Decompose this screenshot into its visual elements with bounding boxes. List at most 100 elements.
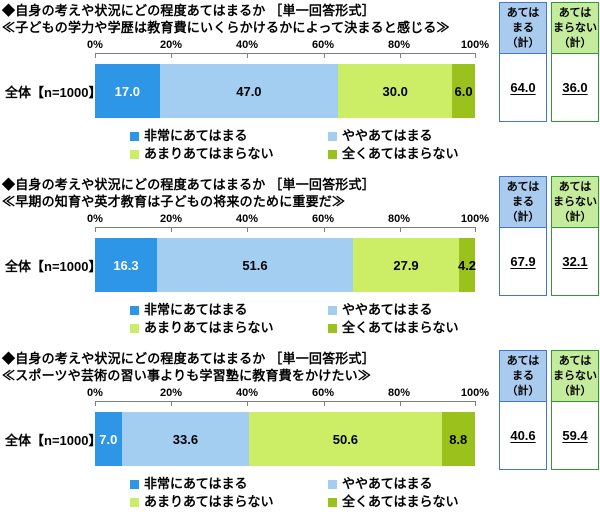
legend-swatch-icon (130, 131, 139, 141)
legend-item-somewhat-applicable: ややあてはまる (328, 476, 494, 492)
survey-chart-block-2: ◆自身の考えや状況にどの程度あてはまるか ［単一回答形式］ ≪早期の知育や英才教… (2, 176, 600, 336)
category-label: 全体【n=1000】 (5, 258, 102, 274)
legend: 非常にあてはまる ややあてはまる あまりあてはまらない 全くあてはまらない (130, 128, 494, 162)
disagree-total-value: 59.4 (562, 428, 588, 443)
disagree-total-value: 36.0 (562, 80, 588, 95)
stacked-bar: 7.0 33.6 50.6 8.8 (95, 412, 475, 466)
x-axis-tick-label: 20% (159, 213, 183, 225)
legend: 非常にあてはまる ややあてはまる あまりあてはまらない 全くあてはまらない (130, 302, 494, 336)
legend-swatch-icon (130, 479, 139, 489)
chart-title: ◆自身の考えや状況にどの程度あてはまるか ［単一回答形式］ (2, 177, 375, 192)
bar-value-label: 8.8 (449, 431, 468, 447)
bar-value-label: 50.6 (332, 431, 359, 447)
disagree-total-box: あては まらない （計） 59.4 (551, 350, 599, 470)
legend-item-very-applicable: 非常にあてはまる (130, 128, 328, 144)
legend-label: あまりあてはまらない (144, 494, 274, 509)
bar-segment-not-very-applicable: 30.0 (338, 64, 453, 118)
bar-segment-somewhat-applicable: 33.6 (121, 412, 250, 466)
legend-label: 非常にあてはまる (144, 128, 248, 143)
legend: 非常にあてはまる ややあてはまる あまりあてはまらない 全くあてはまらない (130, 476, 494, 510)
legend-swatch-icon (328, 497, 337, 507)
legend-label: 非常にあてはまる (144, 476, 248, 491)
x-axis-tick-label: 20% (159, 39, 183, 51)
x-axis-tick-label: 80% (387, 39, 411, 51)
x-axis-tick-label: 0% (87, 39, 103, 51)
category-label: 全体【n=1000】 (5, 432, 102, 448)
bar-segment-not-at-all-applicable: 8.8 (441, 412, 475, 466)
chart-title: ◆自身の考えや状況にどの程度あてはまるか ［単一回答形式］ (2, 3, 375, 18)
summary-boxes: あては まる （計） 64.0 あては まらない （計） 36.0 (499, 2, 599, 122)
x-axis-tick-label: 60% (311, 387, 335, 399)
chart-title: ◆自身の考えや状況にどの程度あてはまるか ［単一回答形式］ (2, 351, 375, 366)
disagree-total-box: あては まらない （計） 36.0 (551, 2, 599, 122)
legend-item-not-very-applicable: あまりあてはまらない (130, 494, 328, 510)
legend-label: 全くあてはまらない (342, 146, 459, 161)
disagree-total-header: あては まらない （計） (552, 177, 598, 228)
bar-value-label: 51.6 (242, 257, 268, 273)
legend-item-somewhat-applicable: ややあてはまる (328, 128, 494, 144)
legend-swatch-icon (328, 323, 337, 333)
x-axis-tick-label: 40% (235, 387, 259, 399)
agree-total-box: あては まる （計） 64.0 (499, 2, 547, 122)
legend-swatch-icon (328, 479, 337, 489)
summary-boxes: あては まる （計） 67.9 あては まらない （計） 32.1 (499, 176, 599, 296)
x-axis-line (95, 53, 476, 58)
bar-segment-somewhat-applicable: 51.6 (156, 238, 354, 292)
bar-segment-not-very-applicable: 50.6 (249, 412, 442, 466)
legend-item-not-very-applicable: あまりあてはまらない (130, 146, 328, 162)
legend-label: ややあてはまる (342, 302, 433, 317)
bar-value-label: 17.0 (114, 83, 140, 99)
bar-segment-not-very-applicable: 27.9 (353, 238, 460, 292)
legend-item-not-very-applicable: あまりあてはまらない (130, 320, 328, 336)
x-axis-tick-label: 80% (387, 213, 411, 225)
survey-results-page: ◆自身の考えや状況にどの程度あてはまるか ［単一回答形式］ ≪子どもの学力や学歴… (2, 2, 600, 510)
bar-value-label: 47.0 (236, 83, 262, 99)
x-axis-tick-label: 100% (460, 387, 490, 399)
category-label: 全体【n=1000】 (5, 84, 102, 100)
legend-swatch-icon (328, 131, 337, 141)
chart-subtitle: ≪子どもの学力や学歴は教育費にいくらかけるかによって決まると感じる≫ (2, 20, 450, 35)
x-axis-tick-label: 100% (460, 39, 490, 51)
x-axis-line (95, 401, 476, 406)
legend-swatch-icon (130, 323, 139, 333)
x-axis-tick-label: 100% (460, 213, 490, 225)
legend-item-not-at-all-applicable: 全くあてはまらない (328, 494, 494, 510)
agree-total-header: あては まる （計） (500, 3, 546, 54)
x-axis-tick-label: 0% (87, 213, 103, 225)
bar-value-label: 33.6 (172, 431, 199, 447)
x-axis-tick-labels: 0% 20% 40% 60% 80% 100% (87, 387, 489, 401)
stacked-bar: 17.0 47.0 30.0 6.0 (95, 64, 475, 118)
x-axis-tick-label: 60% (311, 39, 335, 51)
bar-segment-very-applicable: 17.0 (95, 64, 160, 118)
x-axis-tick-label: 0% (87, 387, 103, 399)
legend-label: ややあてはまる (342, 476, 433, 491)
chart-area: ◆自身の考えや状況にどの程度あてはまるか ［単一回答形式］ ≪子どもの学力や学歴… (2, 2, 494, 162)
disagree-total-box: あては まらない （計） 32.1 (551, 176, 599, 296)
bar-value-label: 7.0 (99, 431, 118, 447)
survey-chart-block-3: ◆自身の考えや状況にどの程度あてはまるか ［単一回答形式］ ≪スポーツや芸術の習… (2, 350, 600, 510)
legend-item-very-applicable: 非常にあてはまる (130, 302, 328, 318)
legend-label: 全くあてはまらない (342, 320, 459, 335)
x-axis-tick-labels: 0% 20% 40% 60% 80% 100% (87, 213, 489, 227)
x-axis-tick-label: 40% (235, 39, 259, 51)
bar-row: 全体【n=1000】 17.0 47.0 30.0 6.0 (2, 64, 494, 118)
bar-segment-not-at-all-applicable: 6.0 (452, 64, 475, 118)
agree-total-header: あては まる （計） (500, 177, 546, 228)
legend-item-very-applicable: 非常にあてはまる (130, 476, 328, 492)
x-axis-tick-label: 40% (235, 213, 259, 225)
survey-chart-block-1: ◆自身の考えや状況にどの程度あてはまるか ［単一回答形式］ ≪子どもの学力や学歴… (2, 2, 600, 162)
bar-row: 全体【n=1000】 7.0 33.6 50.6 8.8 (2, 412, 494, 466)
legend-item-somewhat-applicable: ややあてはまる (328, 302, 494, 318)
stacked-bar: 16.3 51.6 27.9 4.2 (95, 238, 477, 292)
legend-label: ややあてはまる (342, 128, 433, 143)
chart-subtitle: ≪早期の知育や英才教育は子どもの将来のために重要だ≫ (2, 194, 346, 209)
agree-total-value: 67.9 (510, 254, 536, 269)
legend-swatch-icon (130, 149, 139, 159)
chart-area: ◆自身の考えや状況にどの程度あてはまるか ［単一回答形式］ ≪早期の知育や英才教… (2, 176, 494, 336)
legend-label: 非常にあてはまる (144, 302, 248, 317)
bar-segment-very-applicable: 16.3 (95, 238, 157, 292)
x-axis-tick-label: 80% (387, 387, 411, 399)
bar-segment-somewhat-applicable: 47.0 (159, 64, 339, 118)
bar-value-label: 4.2 (457, 257, 477, 273)
chart-subtitle: ≪スポーツや芸術の習い事よりも学習塾に教育費をかけたい≫ (2, 368, 372, 383)
